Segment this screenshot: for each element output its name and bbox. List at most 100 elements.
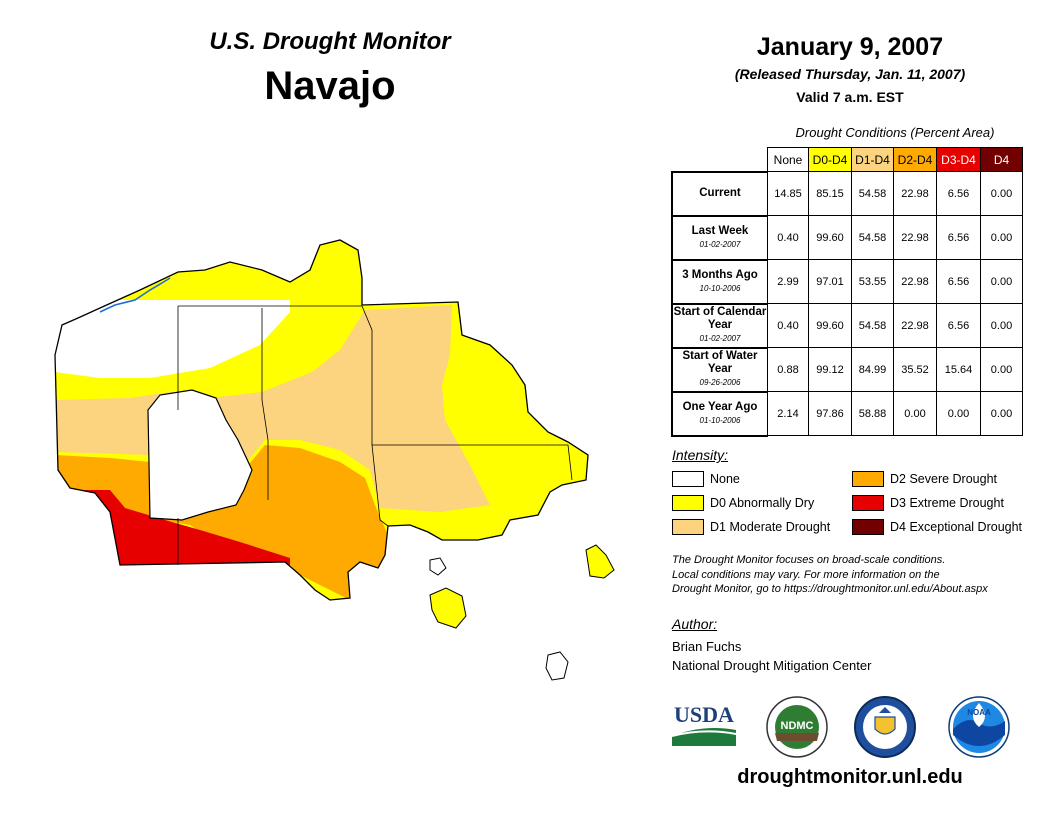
legend-swatch — [672, 495, 704, 511]
table-cell: 97.01 — [808, 259, 852, 304]
legend-swatch — [852, 519, 884, 535]
table-cell: 0.40 — [767, 215, 809, 260]
col-header-d2: D2-D4 — [893, 147, 937, 172]
table-cell: 2.99 — [767, 259, 809, 304]
table-cell: 54.58 — [851, 171, 894, 216]
row-date: 01-02-2007 — [699, 334, 741, 343]
table-cell: 0.00 — [980, 215, 1023, 260]
table-cell: 97.86 — [808, 391, 852, 436]
noaa-logo-text: NOAA — [967, 708, 991, 717]
disclaimer-note: The Drought Monitor focuses on broad-sca… — [672, 554, 988, 595]
table-cell: 22.98 — [893, 303, 937, 348]
author-org: National Drought Mitigation Center — [672, 658, 872, 673]
table-row: Last Week 01-02-2007 0.40 99.60 54.58 22.… — [671, 214, 1023, 260]
table-cell: 6.56 — [936, 259, 981, 304]
hopi-none-area — [148, 390, 252, 520]
table-corner — [672, 148, 768, 172]
table-cell: 54.58 — [851, 303, 894, 348]
table-cell: 6.56 — [936, 303, 981, 348]
table-cell: 14.85 — [767, 171, 809, 216]
table-cell: 0.00 — [893, 391, 937, 436]
table-cell: 99.60 — [808, 215, 852, 260]
col-header-none: None — [767, 147, 809, 172]
usda-logo: USDA — [671, 702, 737, 746]
row-label: Last Week 01-02-2007 — [671, 214, 768, 260]
table-cell: 22.98 — [893, 215, 937, 260]
table-row: Start of Calendar Year 01-02-2007 0.40 99… — [671, 302, 1023, 348]
monitor-title: U.S. Drought Monitor — [209, 28, 451, 55]
legend-swatch — [672, 471, 704, 487]
row-date: 09-26-2006 — [699, 378, 741, 387]
release-date: (Released Thursday, Jan. 11, 2007) — [734, 66, 966, 82]
table-row: Start of Water Year 09-26-2006 0.88 99.12… — [671, 346, 1023, 392]
table-caption: Drought Conditions (Percent Area) — [795, 125, 995, 140]
row-label: 3 Months Ago 10-10-2006 — [671, 258, 768, 304]
row-date: 01-10-2006 — [699, 415, 741, 425]
county-lines — [177, 305, 573, 565]
drought-map — [54, 239, 615, 681]
commerce-seal — [854, 696, 916, 758]
table-cell: 0.00 — [980, 259, 1023, 304]
legend-swatch — [852, 495, 884, 511]
table-cell: 99.12 — [808, 347, 852, 392]
legend-swatch — [672, 519, 704, 535]
river-line — [99, 277, 171, 313]
row-label: Start of Calendar Year 01-02-2007 — [671, 302, 768, 348]
table-cell: 6.56 — [936, 215, 981, 260]
author-block: Brian Fuchs National Drought Mitigation … — [672, 637, 871, 675]
hopi-outline — [147, 389, 253, 521]
table-cell: 85.15 — [808, 171, 852, 216]
map-date: January 9, 2007 — [756, 33, 944, 61]
legend-item-d0: D0 Abnormally Dry — [672, 494, 830, 512]
none-area — [55, 300, 290, 378]
region-title: Navajo — [264, 64, 396, 108]
table-cell: 22.98 — [893, 259, 937, 304]
table-cell: 0.00 — [980, 347, 1023, 392]
legend-item-d3: D3 Extreme Drought — [852, 494, 1022, 512]
legend-item-d4: D4 Exceptional Drought — [852, 518, 1022, 536]
satellite-area-southeast — [545, 651, 569, 681]
table-cell: 58.88 — [851, 391, 894, 436]
table-row: Current 14.85 85.15 54.58 22.98 6.56 0.0… — [671, 170, 1023, 216]
table-cell: 0.00 — [980, 171, 1023, 216]
legend-column-right: D2 Severe Drought D3 Extreme Drought D4 … — [852, 470, 1022, 536]
satellite-area-east — [585, 544, 615, 579]
legend-column-left: None D0 Abnormally Dry D1 Moderate Droug… — [672, 470, 830, 536]
d1-area — [55, 305, 490, 512]
table-cell: 35.52 — [893, 347, 937, 392]
legend-item-none: None — [672, 470, 830, 488]
ndmc-logo: NDMC — [766, 696, 828, 758]
ndmc-logo-text: NDMC — [781, 720, 814, 732]
usda-logo-text: USDA — [674, 702, 734, 727]
table-cell: 2.14 — [767, 391, 809, 436]
table-cell: 99.60 — [808, 303, 852, 348]
table-cell: 0.88 — [767, 347, 809, 392]
author-name: Brian Fuchs — [672, 639, 742, 654]
row-date: 01-02-2007 — [699, 239, 741, 249]
table-cell: 0.00 — [980, 391, 1023, 436]
table-cell: 84.99 — [851, 347, 894, 392]
row-label: One Year Ago 01-10-2006 — [671, 390, 768, 437]
valid-time: Valid 7 a.m. EST — [796, 89, 904, 105]
table-cell: 22.98 — [893, 171, 937, 216]
row-date: 10-10-2006 — [699, 283, 741, 293]
table-cell: 6.56 — [936, 171, 981, 216]
legend-item-d2: D2 Severe Drought — [852, 470, 1022, 488]
satellite-area-south — [429, 587, 467, 629]
author-title: Author: — [672, 616, 718, 632]
table-cell: 0.00 — [980, 303, 1023, 348]
table-cell: 0.40 — [767, 303, 809, 348]
table-cell: 53.55 — [851, 259, 894, 304]
col-header-d0: D0-D4 — [808, 147, 852, 172]
website-url[interactable]: droughtmonitor.unl.edu — [737, 766, 963, 788]
table-cell: 15.64 — [936, 347, 981, 392]
drought-conditions-table: None D0-D4 D1-D4 D2-D4 D3-D4 D4 Current … — [671, 147, 1023, 437]
legend-item-d1: D1 Moderate Drought — [672, 518, 830, 536]
row-label: Current — [671, 170, 768, 216]
table-row: 3 Months Ago 10-10-2006 2.99 97.01 53.55 … — [671, 258, 1023, 304]
d2-area — [55, 445, 390, 600]
legend-swatch — [852, 471, 884, 487]
col-header-d4: D4 — [980, 147, 1023, 172]
row-label: Start of Water Year 09-26-2006 — [671, 346, 768, 392]
table-cell: 0.00 — [936, 391, 981, 436]
